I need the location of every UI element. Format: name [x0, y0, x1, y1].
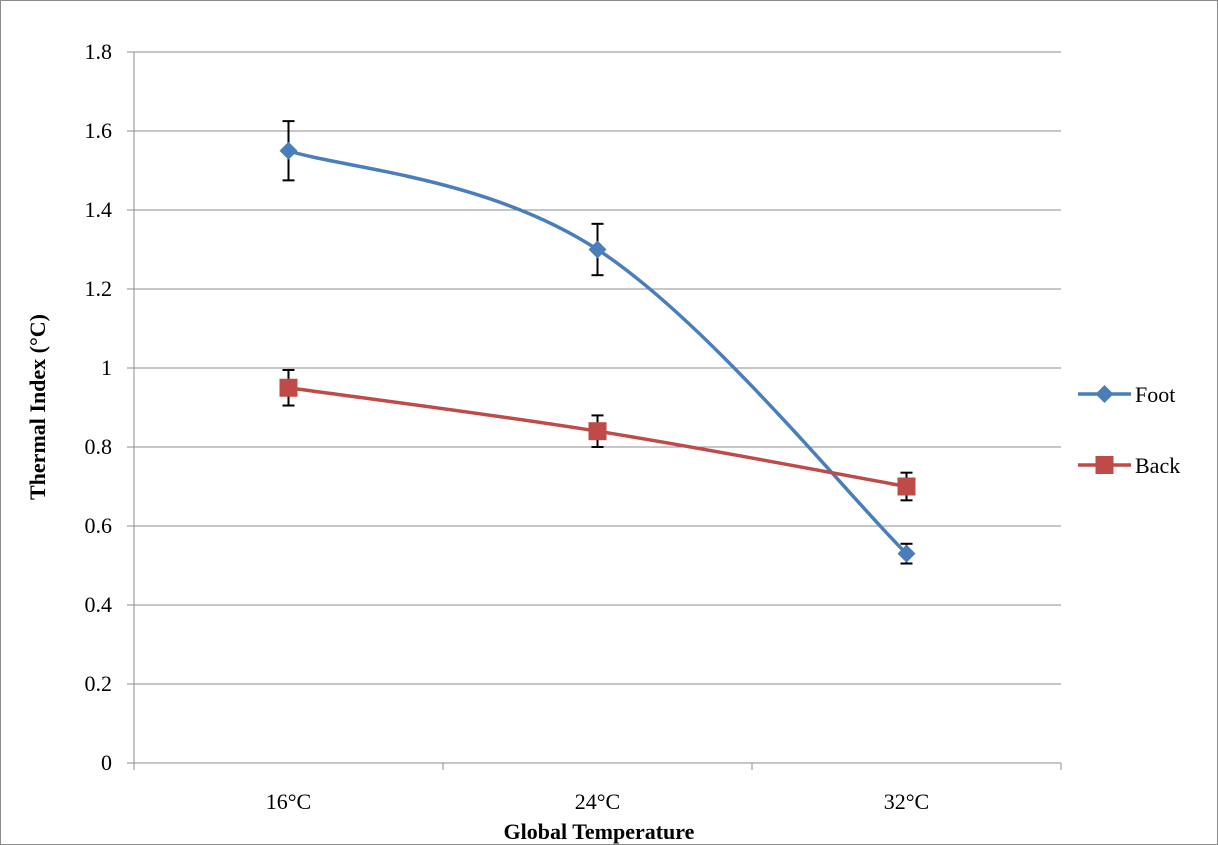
y-tick-label: 1.2 — [85, 276, 113, 301]
legend-item-back: Back — [1078, 453, 1180, 478]
x-tick-label: 32°C — [884, 789, 929, 814]
y-tick-label: 0.6 — [85, 513, 113, 538]
y-tick-label: 0.4 — [85, 592, 113, 617]
legend-label: Back — [1135, 453, 1180, 478]
y-tick-label: 1 — [101, 355, 112, 380]
legend-marker — [1095, 456, 1114, 474]
series — [279, 120, 916, 565]
legend-marker — [1095, 385, 1114, 403]
x-tick-label: 16°C — [266, 789, 311, 814]
series-back — [279, 368, 916, 502]
y-tick-label: 0.2 — [85, 671, 113, 696]
gridlines — [134, 51, 1061, 685]
data-point — [279, 378, 298, 397]
data-point — [279, 141, 298, 160]
x-axis-title: Global Temperature — [504, 819, 695, 844]
y-axis-title: Thermal Index (°C) — [25, 314, 50, 500]
legend-label: Foot — [1135, 382, 1175, 407]
y-tick-label: 0 — [101, 750, 112, 775]
data-point — [897, 477, 916, 496]
y-tick-label: 1.4 — [85, 197, 113, 222]
legend: Foot Back — [1078, 382, 1180, 478]
y-tick-label: 0.8 — [85, 434, 113, 459]
series-line — [287, 149, 908, 555]
y-tick-label: 1.6 — [85, 118, 113, 143]
legend-item-foot: Foot — [1078, 382, 1175, 407]
data-point — [897, 544, 916, 563]
data-point — [588, 240, 607, 259]
axes: 0 0.2 0.4 0.6 0.8 1 1.2 1.4 1.6 1.8 16°C 24°C 32°C — [85, 39, 1062, 814]
y-tick-label: 1.8 — [85, 39, 113, 64]
x-tick-label: 24°C — [575, 789, 620, 814]
data-point — [588, 422, 607, 441]
series-foot — [279, 120, 916, 565]
